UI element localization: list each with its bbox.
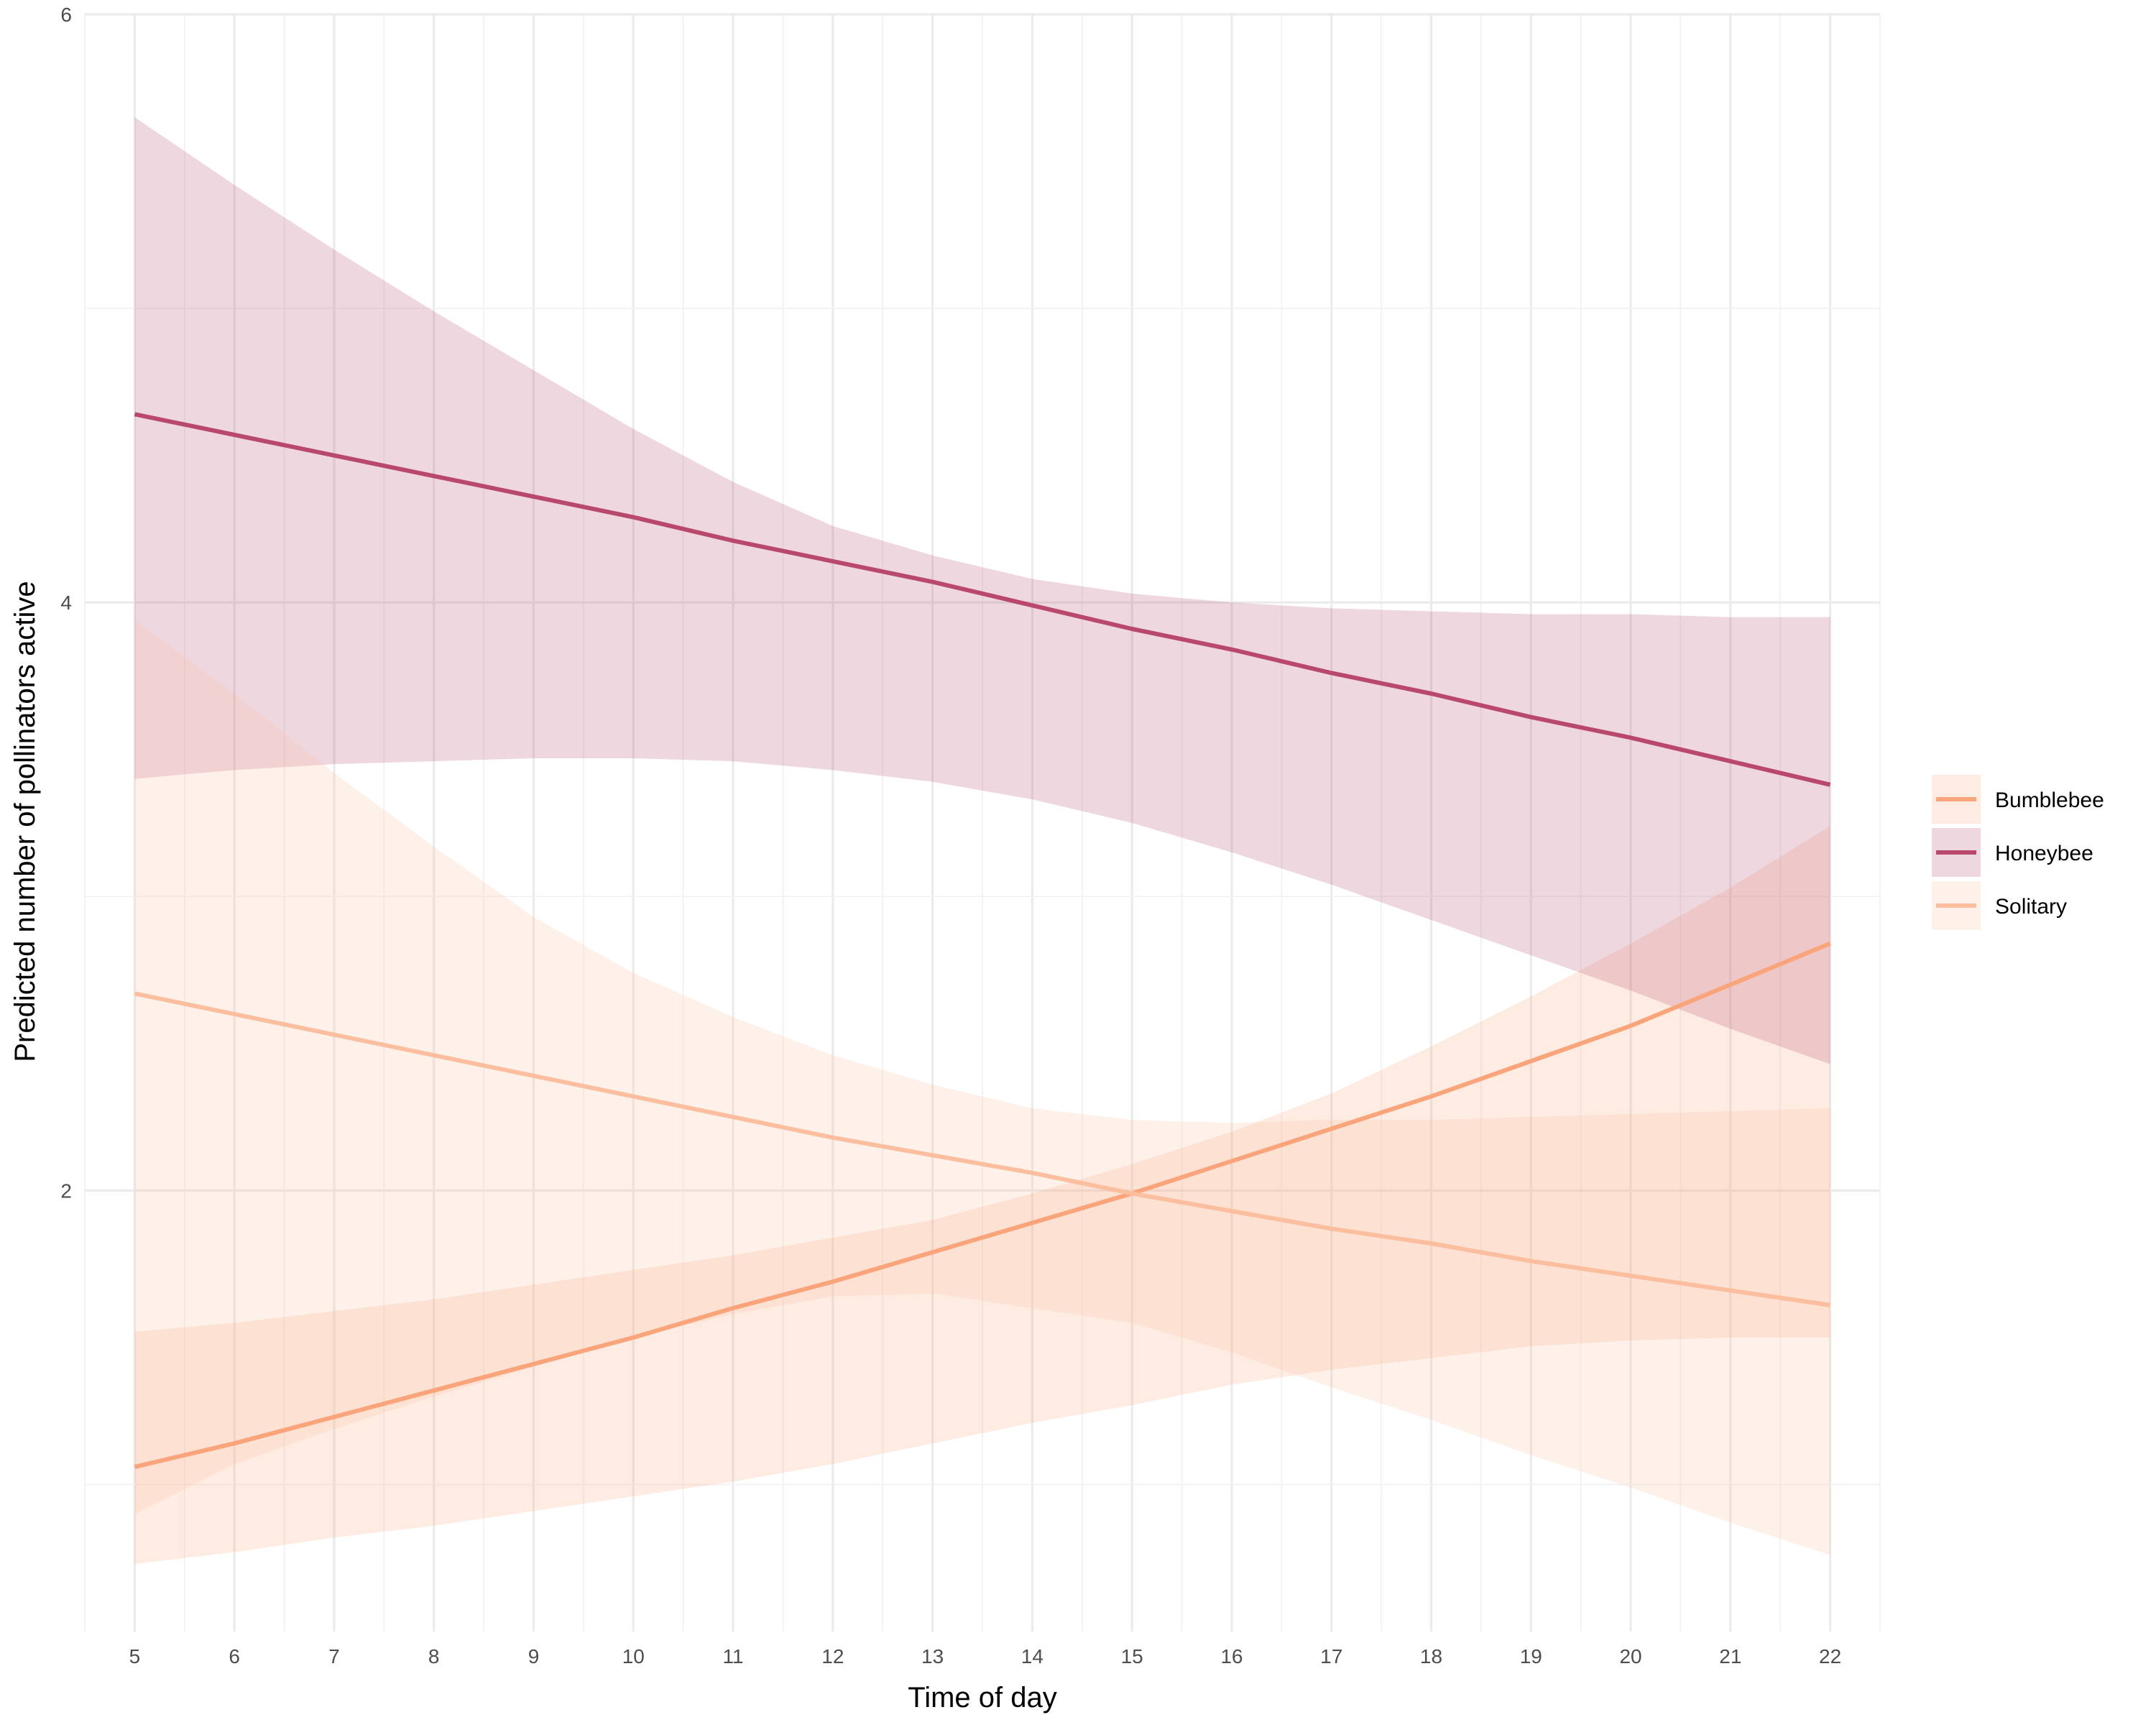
legend-label-bumblebee: Bumblebee xyxy=(1995,788,2104,812)
x-tick-label: 12 xyxy=(821,1645,844,1668)
y-tick-label: 6 xyxy=(60,4,72,26)
grid xyxy=(84,13,1881,1632)
x-tick-label: 9 xyxy=(528,1645,540,1668)
confidence-band-solitary xyxy=(134,620,1830,1555)
x-tick-label: 20 xyxy=(1619,1645,1641,1668)
x-tick-label: 7 xyxy=(328,1645,340,1668)
series-lines xyxy=(134,412,1831,1469)
x-axis-title: Time of day xyxy=(908,1682,1056,1714)
series-line-solitary xyxy=(134,991,1831,1307)
x-tick-labels: 5 6 7 8 9 10 11 12 13 14 15 16 17 18 19 20 21 22 xyxy=(129,1645,1842,1668)
y-tick-label: 2 xyxy=(60,1179,72,1202)
x-tick-label: 15 xyxy=(1121,1645,1143,1668)
confidence-band-bumblebee xyxy=(134,826,1830,1564)
confidence-band-honeybee xyxy=(134,117,1830,1064)
x-tick-label: 17 xyxy=(1320,1645,1342,1668)
x-tick-label: 11 xyxy=(723,1645,744,1668)
legend-item-honeybee: Honeybee xyxy=(1932,828,2093,877)
legend: Bumblebee Honeybee Solitary xyxy=(1932,775,2104,930)
x-tick-label: 14 xyxy=(1021,1645,1044,1668)
x-tick-label: 5 xyxy=(129,1645,141,1668)
x-tick-label: 6 xyxy=(229,1645,240,1668)
series-line-bumblebee xyxy=(134,941,1831,1469)
series-line-honeybee xyxy=(134,412,1831,787)
x-tick-label: 19 xyxy=(1520,1645,1542,1668)
x-tick-label: 16 xyxy=(1220,1645,1243,1668)
legend-label-honeybee: Honeybee xyxy=(1995,842,2093,865)
x-tick-label: 8 xyxy=(428,1645,440,1668)
confidence-bands xyxy=(134,117,1830,1564)
x-tick-label: 21 xyxy=(1719,1645,1741,1668)
x-tick-label: 10 xyxy=(622,1645,645,1668)
y-tick-label: 4 xyxy=(60,592,72,614)
x-tick-label: 22 xyxy=(1819,1645,1841,1668)
legend-item-solitary: Solitary xyxy=(1932,881,2067,930)
legend-item-bumblebee: Bumblebee xyxy=(1932,775,2104,824)
x-tick-label: 18 xyxy=(1420,1645,1442,1668)
legend-label-solitary: Solitary xyxy=(1995,895,2067,919)
y-axis-title: Predicted number of pollinators active xyxy=(9,581,41,1062)
x-tick-label: 13 xyxy=(921,1645,944,1668)
y-tick-labels: 2 4 6 xyxy=(60,4,72,1202)
